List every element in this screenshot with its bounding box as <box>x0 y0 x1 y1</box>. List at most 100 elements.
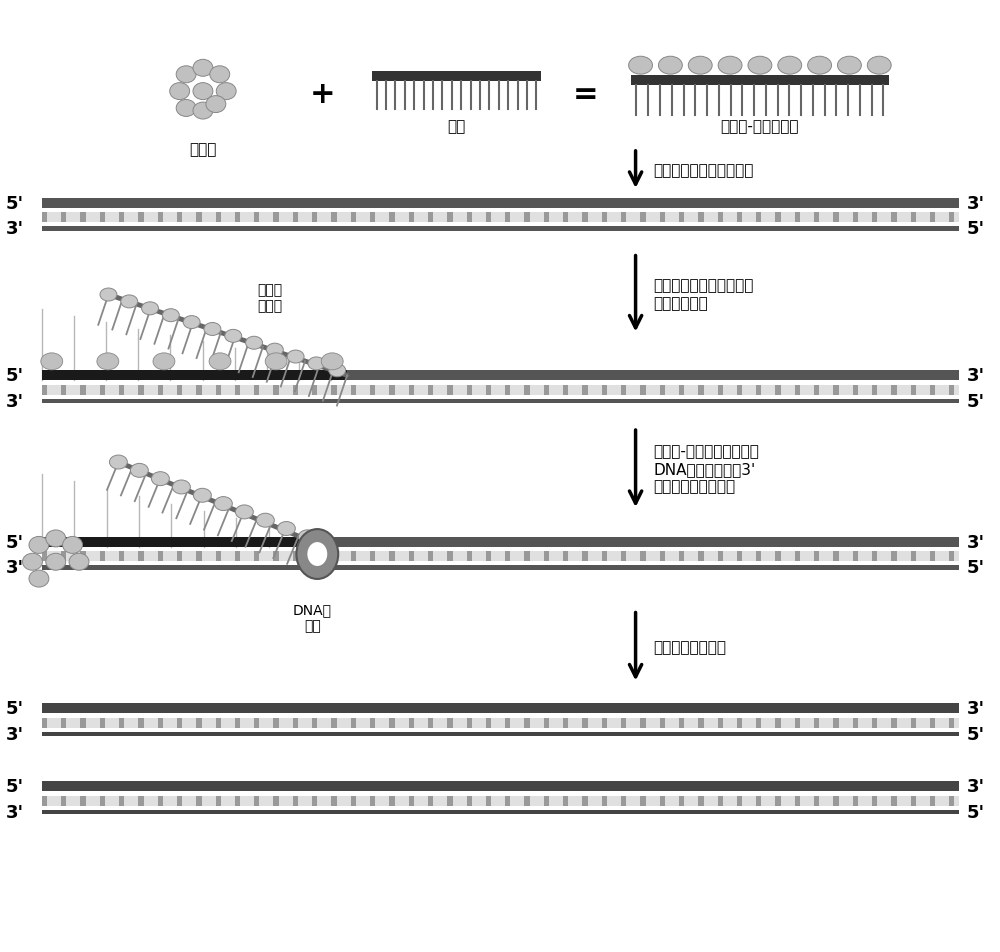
Ellipse shape <box>121 296 138 308</box>
Bar <box>467 386 472 395</box>
Bar <box>370 718 375 728</box>
Ellipse shape <box>629 57 652 75</box>
Bar <box>331 386 337 395</box>
Bar <box>775 386 781 395</box>
Ellipse shape <box>162 309 179 323</box>
Bar <box>42 552 47 562</box>
Bar <box>196 213 202 223</box>
Bar <box>911 718 916 728</box>
Ellipse shape <box>193 60 213 77</box>
Bar <box>100 386 105 395</box>
Ellipse shape <box>176 100 196 117</box>
Bar <box>138 718 144 728</box>
Bar <box>312 552 317 562</box>
Ellipse shape <box>63 537 82 554</box>
Ellipse shape <box>296 529 338 580</box>
Bar <box>273 213 279 223</box>
Text: 重组酶: 重组酶 <box>189 142 217 157</box>
Bar <box>428 796 433 805</box>
Ellipse shape <box>277 522 295 536</box>
Bar <box>756 718 761 728</box>
Bar <box>621 718 626 728</box>
Bar <box>467 213 472 223</box>
Bar <box>312 718 317 728</box>
Bar <box>582 552 588 562</box>
Text: 5': 5' <box>6 533 24 551</box>
Bar <box>891 386 897 395</box>
Ellipse shape <box>837 57 861 75</box>
Text: 3': 3' <box>6 725 24 744</box>
Bar <box>428 213 433 223</box>
Bar <box>718 386 723 395</box>
Bar <box>756 386 761 395</box>
Ellipse shape <box>321 353 343 370</box>
Bar <box>795 796 800 805</box>
Bar <box>737 213 742 223</box>
Bar <box>660 718 665 728</box>
Bar <box>447 718 453 728</box>
Bar <box>235 718 240 728</box>
Bar <box>795 718 800 728</box>
Text: 重组酶-引物复合体解体，
DNA聚合酶与引物3'
端结合，子链的延伸: 重组酶-引物复合体解体， DNA聚合酶与引物3' 端结合，子链的延伸 <box>653 445 759 494</box>
Bar <box>737 386 742 395</box>
Ellipse shape <box>170 84 190 101</box>
Bar <box>351 552 356 562</box>
Text: 5': 5' <box>967 725 985 744</box>
Bar <box>42 400 959 404</box>
Bar <box>42 796 959 805</box>
Bar <box>660 386 665 395</box>
Bar <box>486 796 491 805</box>
Bar <box>621 796 626 805</box>
Bar <box>775 796 781 805</box>
Bar <box>833 552 839 562</box>
Bar <box>273 552 279 562</box>
Bar <box>372 72 541 82</box>
Ellipse shape <box>172 481 190 494</box>
Bar <box>254 796 259 805</box>
Bar <box>158 552 163 562</box>
Text: 循环不断产生新链: 循环不断产生新链 <box>653 640 726 654</box>
Bar <box>563 552 568 562</box>
Bar <box>602 386 607 395</box>
Bar <box>273 386 279 395</box>
Bar <box>254 213 259 223</box>
Bar <box>389 213 395 223</box>
Bar <box>42 782 959 791</box>
Bar <box>389 552 395 562</box>
Text: 5': 5' <box>967 559 985 577</box>
Bar <box>216 796 221 805</box>
Bar <box>428 552 433 562</box>
Text: 3': 3' <box>6 220 24 238</box>
Bar <box>409 796 414 805</box>
Bar <box>872 552 877 562</box>
Bar <box>293 718 298 728</box>
Bar <box>100 718 105 728</box>
Bar <box>853 718 858 728</box>
Ellipse shape <box>748 57 772 75</box>
Bar <box>447 796 453 805</box>
Bar <box>833 718 839 728</box>
Bar <box>486 213 491 223</box>
Bar <box>293 213 298 223</box>
Ellipse shape <box>153 353 175 370</box>
Bar <box>563 213 568 223</box>
Bar <box>216 718 221 728</box>
Bar <box>949 386 954 395</box>
Bar <box>158 796 163 805</box>
Bar <box>331 796 337 805</box>
Bar <box>737 718 742 728</box>
Bar <box>930 386 935 395</box>
Text: 3': 3' <box>6 392 24 410</box>
Bar <box>467 796 472 805</box>
Ellipse shape <box>109 456 127 469</box>
Text: 引物: 引物 <box>447 119 466 134</box>
Bar <box>80 718 86 728</box>
Bar <box>196 552 202 562</box>
Bar <box>563 386 568 395</box>
Bar <box>640 386 646 395</box>
Bar <box>254 718 259 728</box>
Bar <box>640 796 646 805</box>
Bar <box>100 213 105 223</box>
Bar <box>853 213 858 223</box>
Bar <box>447 552 453 562</box>
